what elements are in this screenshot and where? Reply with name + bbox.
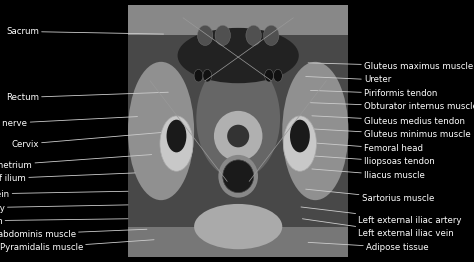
Text: Obturator internus muscle: Obturator internus muscle: [310, 102, 474, 111]
Text: Iliopsoas tendon: Iliopsoas tendon: [312, 156, 435, 166]
Text: Pyramidalis muscle: Pyramidalis muscle: [0, 240, 154, 252]
Text: Rectum: Rectum: [6, 92, 168, 102]
Bar: [128, 5, 348, 257]
Ellipse shape: [290, 120, 310, 152]
Text: Right external iliac artery: Right external iliac artery: [0, 204, 128, 213]
Text: Piriformis tendon: Piriformis tendon: [310, 89, 438, 98]
Text: Femoral head: Femoral head: [312, 143, 423, 153]
Ellipse shape: [128, 62, 194, 200]
Text: Inferior epigastric artery & vein: Inferior epigastric artery & vein: [0, 217, 128, 226]
Bar: [128, 227, 348, 257]
Ellipse shape: [282, 62, 348, 200]
Text: Ureter: Ureter: [306, 75, 391, 84]
Ellipse shape: [214, 111, 263, 161]
Bar: [128, 35, 348, 227]
Text: Sacrum: Sacrum: [6, 27, 164, 36]
Text: Left external iliac artery: Left external iliac artery: [301, 207, 462, 225]
Ellipse shape: [273, 69, 283, 82]
Ellipse shape: [219, 155, 258, 198]
Text: Myometrium: Myometrium: [0, 155, 152, 170]
Ellipse shape: [246, 25, 261, 46]
Text: Sciatic nerve: Sciatic nerve: [0, 117, 137, 128]
Text: Gluteus minimus muscle: Gluteus minimus muscle: [312, 129, 471, 139]
Bar: [128, 5, 348, 35]
Text: Gluteus medius tendon: Gluteus medius tendon: [312, 116, 465, 125]
Text: Cervix: Cervix: [11, 132, 164, 149]
Ellipse shape: [196, 58, 280, 179]
Ellipse shape: [166, 120, 186, 152]
Text: Sartorius muscle: Sartorius muscle: [306, 189, 434, 203]
Ellipse shape: [194, 69, 203, 82]
Ellipse shape: [197, 25, 213, 46]
Ellipse shape: [215, 25, 230, 46]
Text: Left external iliac vein: Left external iliac vein: [302, 219, 454, 238]
Ellipse shape: [227, 125, 249, 147]
Ellipse shape: [264, 25, 279, 46]
Ellipse shape: [160, 116, 193, 171]
Ellipse shape: [223, 160, 254, 193]
Text: Body of ilium: Body of ilium: [0, 173, 135, 183]
Text: Iliacus muscle: Iliacus muscle: [312, 169, 425, 180]
Ellipse shape: [283, 116, 317, 171]
Text: Gluteus maximus muscle: Gluteus maximus muscle: [308, 62, 473, 70]
Ellipse shape: [203, 69, 212, 82]
Ellipse shape: [194, 204, 283, 249]
Text: Rectus abdominis muscle: Rectus abdominis muscle: [0, 229, 147, 239]
Ellipse shape: [264, 69, 273, 82]
Ellipse shape: [178, 28, 299, 83]
Text: Adipose tissue: Adipose tissue: [308, 242, 428, 252]
Text: Right external iliac vein: Right external iliac vein: [0, 190, 128, 199]
